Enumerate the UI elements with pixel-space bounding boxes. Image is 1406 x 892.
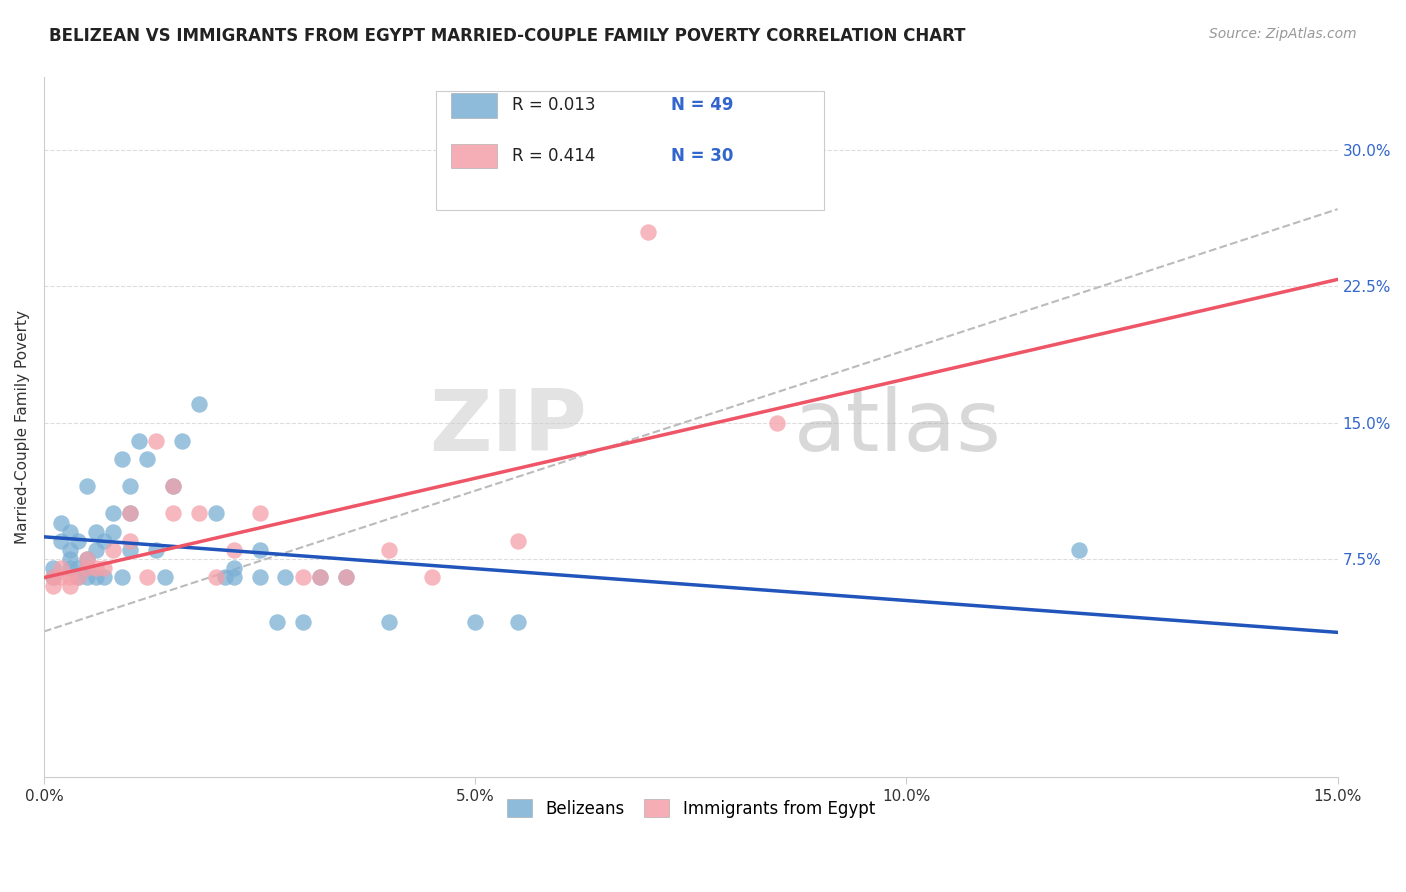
Point <box>49 570 72 584</box>
Point <box>291 570 314 584</box>
Point <box>59 579 82 593</box>
Text: R = 0.013: R = 0.013 <box>512 96 596 114</box>
Point <box>249 570 271 584</box>
Point <box>378 542 401 557</box>
Point <box>101 542 124 557</box>
Text: BELIZEAN VS IMMIGRANTS FROM EGYPT MARRIED-COUPLE FAMILY POVERTY CORRELATION CHAR: BELIZEAN VS IMMIGRANTS FROM EGYPT MARRIE… <box>49 27 966 45</box>
Point <box>84 542 107 557</box>
Point <box>136 570 159 584</box>
Point <box>420 570 443 584</box>
Point <box>59 542 82 557</box>
Point <box>120 507 142 521</box>
Point <box>222 561 245 575</box>
Point <box>67 570 90 584</box>
Point <box>49 516 72 530</box>
Point <box>93 533 115 548</box>
Point <box>41 561 63 575</box>
Point <box>67 561 90 575</box>
Point <box>145 434 167 448</box>
Point <box>188 397 211 411</box>
Point <box>120 542 142 557</box>
Point <box>162 479 184 493</box>
Point <box>309 570 332 584</box>
Text: ZIP: ZIP <box>429 385 588 468</box>
Point <box>76 561 98 575</box>
Point <box>120 533 142 548</box>
Point <box>110 570 132 584</box>
Point <box>120 479 142 493</box>
Point <box>222 570 245 584</box>
Point <box>93 561 115 575</box>
Point <box>59 561 82 575</box>
FancyBboxPatch shape <box>451 144 496 168</box>
Point <box>508 615 530 630</box>
Point <box>110 452 132 467</box>
Point <box>41 570 63 584</box>
Point <box>67 570 90 584</box>
Text: N = 30: N = 30 <box>671 147 734 165</box>
Point <box>766 416 789 430</box>
Point <box>464 615 486 630</box>
Text: R = 0.414: R = 0.414 <box>512 147 596 165</box>
Point <box>49 533 72 548</box>
Point <box>309 570 332 584</box>
Point <box>249 507 271 521</box>
Point <box>291 615 314 630</box>
Point <box>222 542 245 557</box>
Point <box>266 615 288 630</box>
Point <box>76 552 98 566</box>
Legend: Belizeans, Immigrants from Egypt: Belizeans, Immigrants from Egypt <box>501 792 882 824</box>
Point <box>214 570 236 584</box>
Point <box>188 507 211 521</box>
Point <box>93 570 115 584</box>
Point <box>41 570 63 584</box>
Point <box>84 570 107 584</box>
Point <box>128 434 150 448</box>
Text: N = 49: N = 49 <box>671 96 734 114</box>
FancyBboxPatch shape <box>436 91 824 210</box>
Point <box>76 479 98 493</box>
Point <box>145 542 167 557</box>
Point <box>120 507 142 521</box>
FancyBboxPatch shape <box>451 93 496 118</box>
Point <box>59 524 82 539</box>
Point <box>76 552 98 566</box>
Point <box>76 561 98 575</box>
Point <box>101 507 124 521</box>
Point <box>49 561 72 575</box>
Point <box>162 479 184 493</box>
Point <box>205 507 228 521</box>
Point <box>1067 542 1090 557</box>
Text: atlas: atlas <box>794 385 1002 468</box>
Point <box>153 570 176 584</box>
Point <box>67 533 90 548</box>
Point <box>136 452 159 467</box>
Point <box>59 570 82 584</box>
Point <box>101 524 124 539</box>
Point <box>205 570 228 584</box>
Point <box>274 570 297 584</box>
Point <box>170 434 193 448</box>
Point <box>162 507 184 521</box>
Point <box>249 542 271 557</box>
Text: Source: ZipAtlas.com: Source: ZipAtlas.com <box>1209 27 1357 41</box>
Y-axis label: Married-Couple Family Poverty: Married-Couple Family Poverty <box>15 310 30 544</box>
Point <box>76 570 98 584</box>
Point <box>59 552 82 566</box>
Point <box>84 561 107 575</box>
Point <box>335 570 357 584</box>
Point <box>508 533 530 548</box>
Point <box>41 579 63 593</box>
Point <box>637 225 659 239</box>
Point <box>378 615 401 630</box>
Point <box>84 524 107 539</box>
Point <box>335 570 357 584</box>
